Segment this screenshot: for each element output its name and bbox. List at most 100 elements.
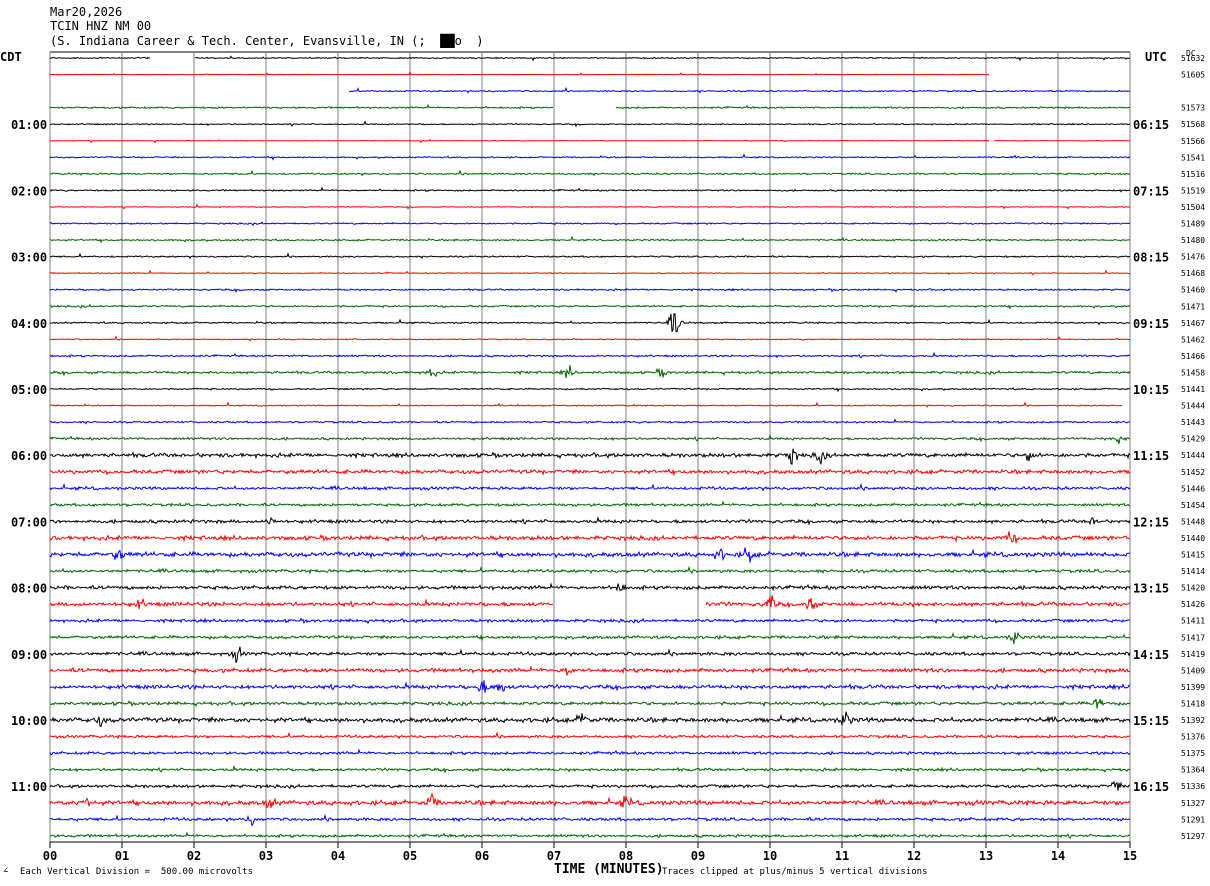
- left-hour-label: 02:00: [11, 184, 47, 198]
- right-hour-label: 11:15: [1133, 449, 1169, 463]
- left-timezone-label: CDT: [0, 50, 22, 64]
- dc-offset-label: 51458: [1181, 368, 1205, 377]
- seismic-trace: [49, 547, 1131, 563]
- dc-offset-label: 51440: [1181, 534, 1205, 543]
- seismic-trace: [49, 617, 1131, 625]
- station-code: TCIN HNZ NM 00: [50, 19, 152, 33]
- right-hour-label: 07:15: [1133, 184, 1169, 198]
- x-tick-label: 00: [43, 849, 57, 863]
- x-tick-label: 09: [691, 849, 705, 863]
- seismic-trace: [49, 711, 1131, 728]
- left-hour-label: 09:00: [11, 648, 47, 662]
- dc-offset-label: 51417: [1181, 633, 1205, 642]
- dc-offset-label: 51376: [1181, 733, 1205, 742]
- x-tick-label: 04: [331, 849, 345, 863]
- vertical-scale-note: Each Vertical Division = 500.00 microvol…: [20, 867, 253, 877]
- dc-offset-label: 51452: [1181, 468, 1205, 477]
- dc-offset-label: 51476: [1181, 253, 1205, 262]
- seismic-trace: [49, 582, 1131, 592]
- seismic-trace: [49, 565, 1131, 575]
- x-tick-label: 12: [907, 849, 921, 863]
- dc-offset-label: 51480: [1181, 236, 1205, 245]
- right-hour-label: 16:15: [1133, 780, 1169, 794]
- seismic-trace: [49, 401, 1123, 408]
- dc-offset-label: 51418: [1181, 699, 1205, 708]
- x-tick-label: 05: [403, 849, 417, 863]
- dc-offset-label: 51297: [1181, 832, 1205, 841]
- dc-offset-label: 51467: [1181, 319, 1205, 328]
- dc-offset-label: 51468: [1181, 269, 1205, 278]
- right-hour-label: 13:15: [1133, 582, 1169, 596]
- dc-label: DC: [1186, 49, 1196, 58]
- seismic-trace: [50, 831, 1131, 839]
- left-hour-label: 04:00: [11, 317, 47, 331]
- seismic-trace: [49, 303, 1131, 310]
- footer-corner-mark: ∠: [3, 866, 9, 876]
- seismic-trace: [49, 252, 1131, 260]
- dc-offset-label: 51441: [1181, 385, 1205, 394]
- dc-offset-label: 51291: [1181, 815, 1205, 824]
- plot-date: Mar20,2026: [50, 5, 123, 19]
- seismic-trace: [49, 351, 1131, 359]
- dc-offset-label: 51444: [1181, 402, 1205, 411]
- seismic-trace: [49, 138, 1130, 144]
- left-hour-label: 11:00: [11, 780, 47, 794]
- seismic-trace: [49, 203, 1131, 210]
- dc-offset-label: 51375: [1181, 749, 1205, 758]
- x-tick-label: 15: [1123, 849, 1137, 863]
- dc-offset-label: 51411: [1181, 617, 1205, 626]
- dc-offset-label: 51426: [1181, 600, 1205, 609]
- dc-offset-label: 51519: [1181, 186, 1205, 195]
- clip-note: Traces clipped at plus/minus 5 vertical …: [662, 867, 928, 877]
- dc-offset-label: 51415: [1181, 551, 1205, 560]
- dc-offset-label: 51446: [1181, 484, 1205, 493]
- seismic-trace: [50, 120, 1131, 128]
- left-hour-label: 07:00: [11, 515, 47, 529]
- seismic-trace: [49, 269, 1131, 276]
- seismic-trace: [49, 748, 1131, 756]
- seismic-trace: [50, 813, 1131, 827]
- x-axis-title: TIME (MINUTES): [554, 862, 664, 877]
- seismic-trace: [49, 680, 1131, 693]
- seismic-trace: [49, 433, 1131, 445]
- dc-offset-label: 51392: [1181, 716, 1205, 725]
- dc-offset-label: 51632: [1181, 54, 1205, 63]
- seismic-trace: [50, 313, 1131, 333]
- x-tick-label: 02: [187, 849, 201, 863]
- dc-offset-label: 51414: [1181, 567, 1205, 576]
- dc-offset-label: 51419: [1181, 650, 1205, 659]
- seismic-trace: [49, 70, 990, 76]
- dc-offset-label: 51466: [1181, 352, 1205, 361]
- x-tick-label: 10: [763, 849, 777, 863]
- left-hour-label: 06:00: [11, 449, 47, 463]
- seismic-trace: [49, 365, 1131, 379]
- seismic-trace: [49, 500, 1131, 508]
- dc-offset-label: 51409: [1181, 666, 1205, 675]
- right-timezone-label: UTC: [1145, 50, 1167, 64]
- dc-offset-label: 51443: [1181, 418, 1205, 427]
- x-tick-label: 11: [835, 849, 849, 863]
- seismic-trace: [49, 387, 1130, 393]
- seismic-trace: [49, 631, 1131, 645]
- seismic-trace: [49, 418, 1131, 425]
- seismic-trace: [49, 665, 1131, 676]
- dc-offset-label: 51568: [1181, 120, 1205, 129]
- seismic-trace: [49, 153, 1131, 161]
- x-tick-label: 01: [115, 849, 129, 863]
- seismic-trace: [49, 646, 1131, 663]
- seismic-trace: [49, 698, 1131, 709]
- seismic-trace: [49, 764, 1131, 774]
- seismic-trace: [49, 780, 1131, 791]
- station-location: (S. Indiana Career & Tech. Center, Evans…: [50, 34, 484, 48]
- seismic-trace: [348, 86, 1131, 94]
- seismic-trace: [49, 221, 1131, 227]
- dc-offset-label: 51566: [1181, 137, 1205, 146]
- left-hour-label: 03:00: [11, 251, 47, 265]
- seismic-trace: [49, 792, 1131, 809]
- dc-offset-label: 51489: [1181, 220, 1205, 229]
- seismic-trace: [50, 103, 1131, 110]
- dc-offset-label: 51460: [1181, 286, 1205, 295]
- seismic-trace: [49, 55, 1131, 62]
- x-tick-label: 13: [979, 849, 993, 863]
